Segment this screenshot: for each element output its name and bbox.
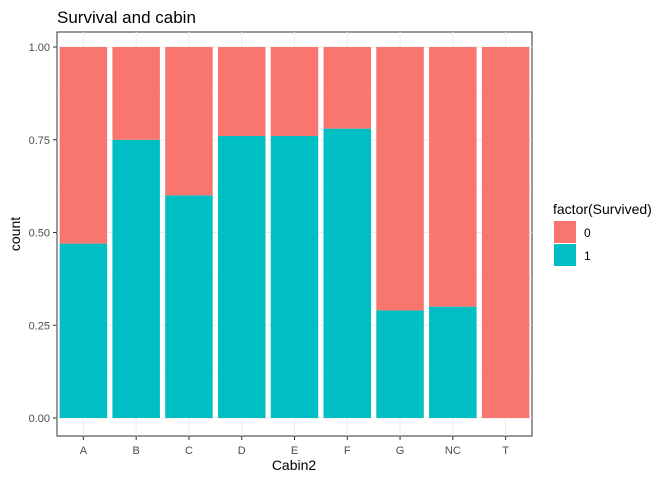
y-tick-label: 1.00 — [29, 42, 50, 54]
x-tick-label: A — [80, 445, 88, 457]
x-tick-label: NC — [445, 445, 461, 457]
bar-G-survived-0 — [376, 47, 424, 311]
y-axis: 0.00 0.25 0.50 0.75 1.00 — [29, 42, 57, 425]
legend-label-0: 0 — [584, 226, 591, 240]
y-tick-label: 0.25 — [29, 320, 50, 332]
bar-D-survived-1 — [217, 136, 266, 419]
bar-F-survived-1 — [323, 128, 372, 418]
legend-title: factor(Survived) — [553, 201, 652, 217]
x-tick-label: B — [132, 445, 139, 457]
x-tick-label: G — [396, 445, 405, 457]
bar-B-survived-1 — [112, 139, 160, 418]
y-tick-label: 0.50 — [29, 228, 50, 240]
x-tick-label: C — [185, 445, 193, 457]
x-axis-title: Cabin2 — [272, 457, 317, 473]
bar-T-survived-0 — [481, 47, 530, 418]
y-tick-label: 0.00 — [29, 413, 50, 425]
bar-F-survived-0 — [323, 47, 372, 129]
bar-A-survived-1 — [59, 243, 108, 418]
bar-C-survived-1 — [165, 195, 213, 418]
bar-B-survived-0 — [112, 47, 160, 140]
bar-NC-survived-1 — [429, 306, 477, 418]
bar-D-survived-0 — [217, 47, 266, 137]
bar-C-survived-0 — [165, 47, 213, 196]
bar-G-survived-1 — [376, 310, 424, 418]
x-axis: A B C D E F G NC T — [80, 436, 509, 457]
bar-NC-survived-0 — [429, 47, 477, 307]
y-tick-label: 0.75 — [29, 135, 50, 147]
bar-E-survived-1 — [270, 136, 319, 419]
x-tick-label: F — [344, 445, 351, 457]
legend-key-0 — [554, 221, 576, 243]
bar-A-survived-0 — [59, 47, 108, 244]
x-tick-label: T — [502, 445, 509, 457]
y-axis-title: count — [7, 217, 23, 251]
bars-layer — [59, 47, 530, 419]
x-tick-label: D — [238, 445, 246, 457]
legend-key-1 — [554, 244, 576, 266]
bar-E-survived-0 — [270, 47, 319, 137]
x-tick-label: E — [291, 445, 298, 457]
chart-title: Survival and cabin — [57, 8, 196, 27]
legend: factor(Survived) 0 1 — [553, 201, 652, 266]
legend-label-1: 1 — [584, 249, 591, 263]
